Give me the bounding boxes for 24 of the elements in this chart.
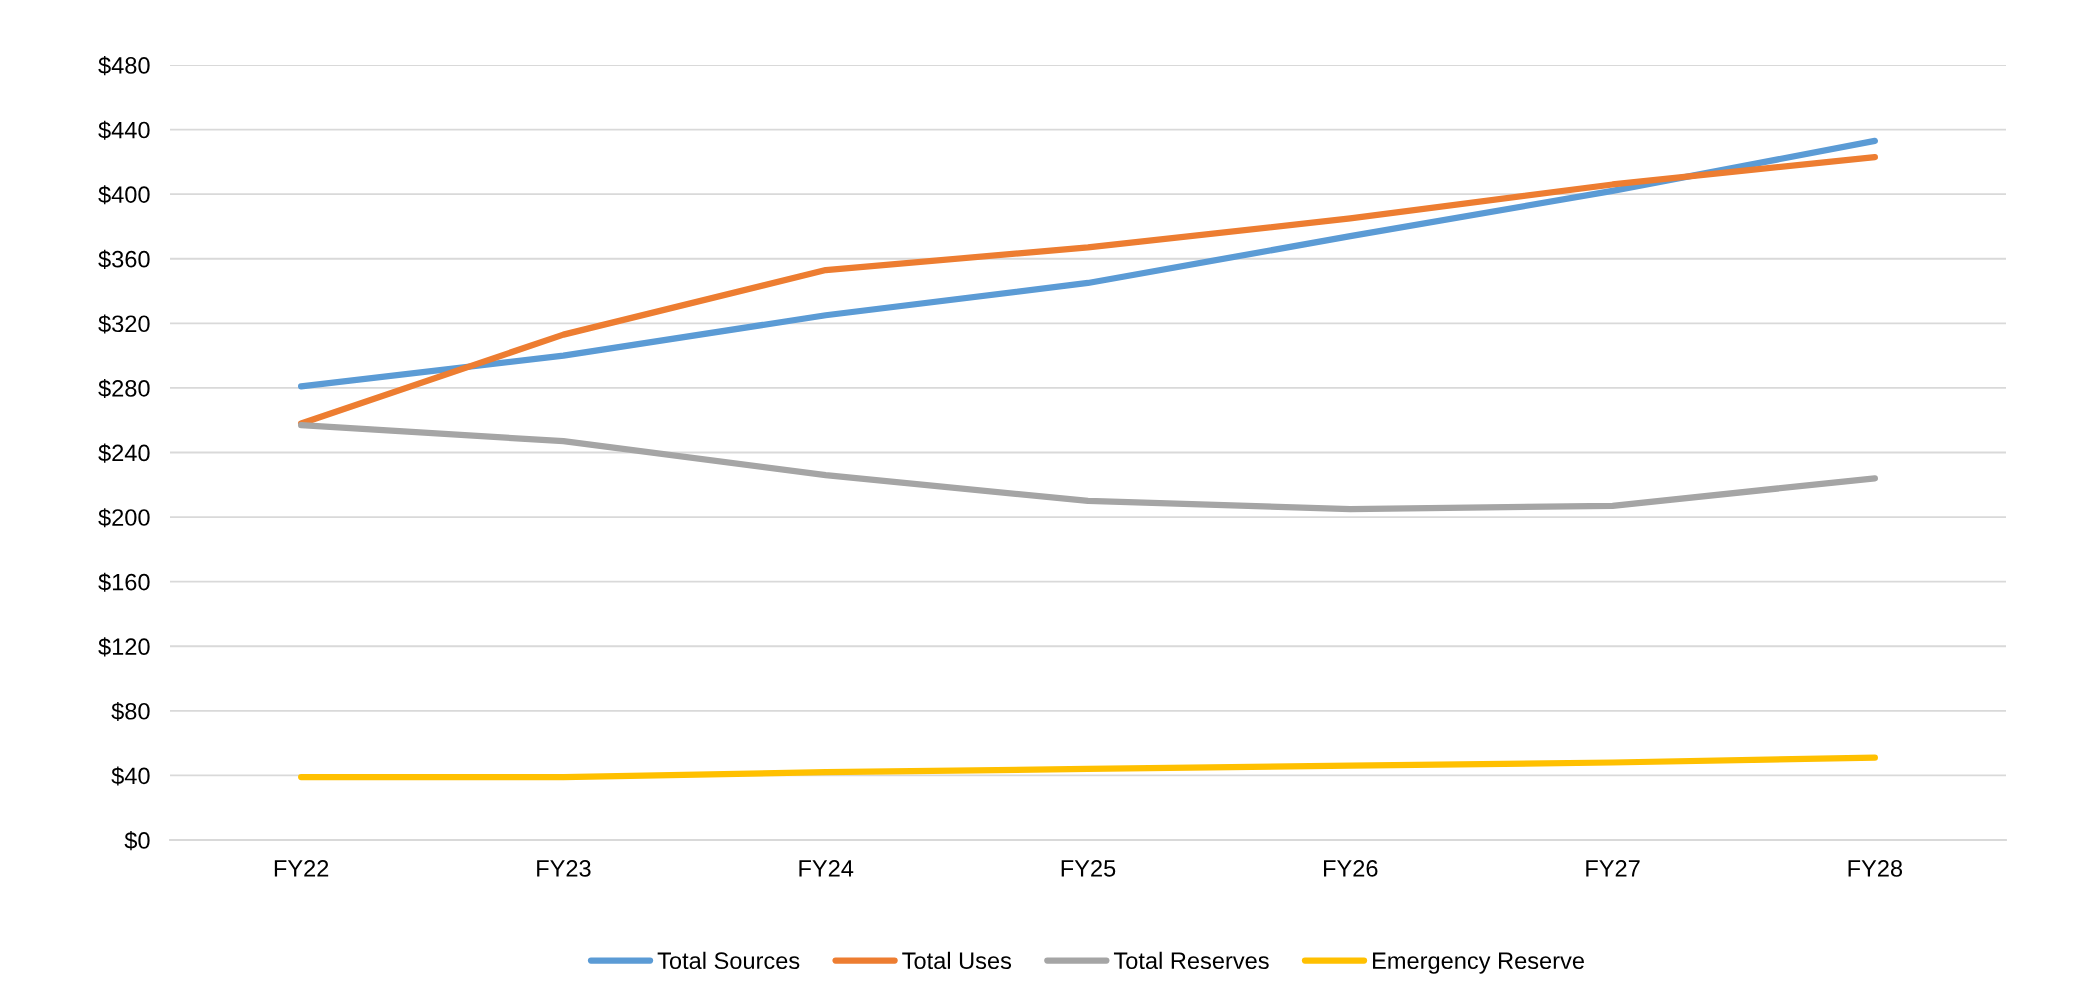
legend-label: Total Uses xyxy=(902,951,1012,970)
y-tick-label: $400 xyxy=(98,185,150,205)
x-tick-label: FY23 xyxy=(537,860,591,877)
x-tick-label: FY24 xyxy=(799,860,854,877)
y-tick-label: $280 xyxy=(98,378,150,399)
y-tick-label: $80 xyxy=(111,701,150,722)
y-tick-label: $40 xyxy=(111,766,150,786)
x-tick-label: FY22 xyxy=(274,860,329,877)
x-tick-label: FY26 xyxy=(1324,860,1378,877)
y-tick-label: $200 xyxy=(98,508,150,528)
y-tick-label: $240 xyxy=(98,443,150,463)
y-tick-label: $480 xyxy=(98,56,150,76)
y-tick-label: $0 xyxy=(124,831,150,851)
x-tick-label: FY27 xyxy=(1586,860,1640,877)
legend-label: Emergency Reserve xyxy=(1373,952,1584,974)
x-tick-label: FY25 xyxy=(1061,860,1116,877)
legend-label: Total Reserves xyxy=(1113,951,1269,970)
y-tick-label: $160 xyxy=(98,572,150,592)
y-tick-label: $360 xyxy=(98,249,150,269)
y-tick-label: $120 xyxy=(98,637,150,657)
legend-label: Total Sources xyxy=(657,951,800,970)
y-tick-label: $440 xyxy=(98,120,150,140)
y-tick-label: $320 xyxy=(98,314,150,334)
x-tick-label: FY28 xyxy=(1848,860,1903,877)
